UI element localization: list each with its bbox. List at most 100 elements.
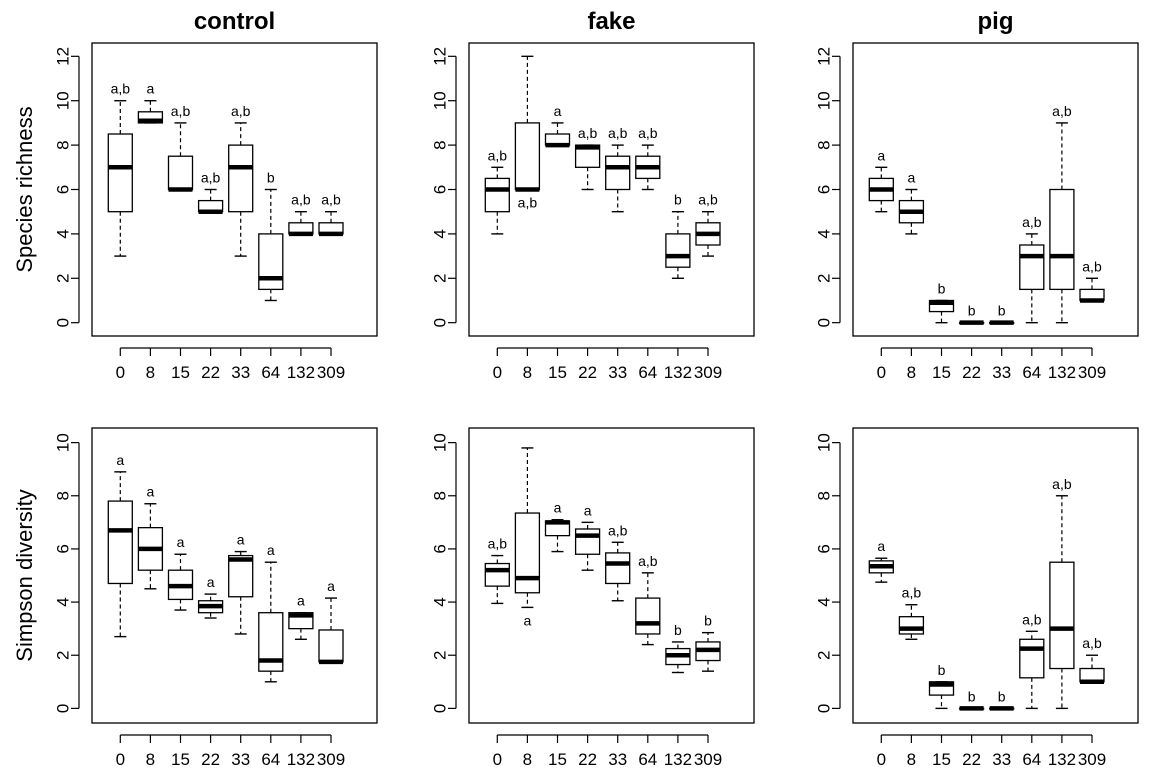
box: a (288, 593, 314, 640)
x-tick-label: 132 (287, 750, 315, 769)
y-tick-label: 0 (431, 704, 450, 713)
panel-fake-1: fake 0 2 4 6 8 10 12 0 8 15 22 33 64 132 309 a,b a,b a a,b a… (431, 8, 755, 382)
box-rect (107, 500, 133, 585)
x-tick-label: 8 (907, 750, 916, 769)
box: a (258, 542, 284, 683)
x-tick-label: 15 (548, 363, 567, 382)
significance-label: a,b (638, 125, 658, 141)
y-tick-label: 8 (431, 491, 450, 500)
y-tick-label: 12 (431, 47, 450, 66)
y-tick-label: 2 (54, 274, 73, 283)
significance-label: a,b (488, 536, 508, 552)
y-tick-label: 6 (431, 544, 450, 553)
x-tick-label: 22 (578, 363, 597, 382)
box: a (868, 147, 894, 213)
x-tick-label: 64 (638, 750, 657, 769)
x-tick-label: 0 (116, 363, 125, 382)
x-tick-label: 0 (493, 750, 502, 769)
y-tick-label: 2 (815, 274, 834, 283)
x-tick-label: 15 (548, 750, 567, 769)
box: b (258, 170, 284, 302)
box: a,b (197, 170, 224, 214)
box-rect (514, 512, 541, 594)
box: a (107, 452, 133, 638)
significance-label: a (207, 574, 215, 590)
y-tick-label: 4 (815, 229, 834, 238)
box-rect (605, 552, 631, 585)
x-tick-label: 8 (146, 363, 155, 382)
y-tick-label: 4 (431, 597, 450, 606)
significance-label: b (998, 303, 1006, 319)
panel-row1-1: 0 2 4 6 8 10 0 8 15 22 33 64 132 309 a,b a a a a,b a,b b b (431, 427, 755, 769)
x-tick-label: 64 (261, 363, 280, 382)
box: a,b (1019, 214, 1045, 324)
box: a,b (514, 55, 541, 211)
y-tick-label: 6 (431, 185, 450, 194)
box: a,b (167, 103, 194, 192)
y-tick-label: 0 (815, 318, 834, 327)
significance-label: a (297, 593, 305, 609)
x-tick-label: 309 (1078, 363, 1106, 382)
y-tick-label: 10 (54, 433, 73, 452)
significance-label: a,b (902, 585, 922, 601)
y-tick-label: 0 (431, 318, 450, 327)
y-tick-label: 0 (54, 704, 73, 713)
x-tick-label: 22 (578, 750, 597, 769)
x-tick-label: 132 (1048, 750, 1076, 769)
y-tick-label: 6 (815, 185, 834, 194)
y-tick-label: 4 (54, 229, 73, 238)
y-tick-label: 6 (54, 544, 73, 553)
x-tick-label: 132 (664, 750, 692, 769)
significance-label: a,b (638, 553, 658, 569)
x-tick-label: 64 (1022, 750, 1041, 769)
significance-label: a,b (1022, 611, 1042, 627)
significance-label: b (674, 192, 682, 208)
panel-row1-0: 0 2 4 6 8 10 0 8 15 22 33 64 132 309 a a a a a a a a (54, 427, 378, 769)
y-tick-label: 10 (431, 433, 450, 452)
significance-label: a,b (1052, 103, 1072, 119)
significance-label: a,b (1082, 635, 1102, 651)
significance-label: a (177, 534, 185, 550)
box: a (544, 103, 571, 148)
significance-label: a (327, 578, 335, 594)
box: a,b (1079, 258, 1105, 303)
significance-label: a (147, 81, 155, 97)
plot-frame (91, 427, 378, 724)
box: a,b (605, 522, 631, 602)
box: a,b (635, 553, 661, 646)
y-tick-label: 10 (431, 91, 450, 110)
box-rect (1049, 561, 1075, 670)
box: b (695, 613, 721, 672)
box: a,b (228, 103, 254, 257)
significance-label: a (237, 532, 245, 548)
y-tick-label: 10 (815, 91, 834, 110)
box: a,b (318, 192, 344, 237)
box-rect (514, 122, 541, 191)
x-tick-label: 132 (287, 363, 315, 382)
box: a (167, 534, 194, 611)
box-rect (1019, 244, 1045, 291)
box: b (958, 688, 985, 711)
x-tick-label: 8 (146, 750, 155, 769)
box: a (898, 170, 925, 235)
x-tick-label: 0 (877, 363, 886, 382)
y-tick-label: 8 (431, 140, 450, 149)
x-tick-label: 8 (907, 363, 916, 382)
significance-label: a,b (111, 81, 131, 97)
significance-label: a (877, 147, 885, 163)
panel-control-0: control 0 2 4 6 8 10 12 0 8 15 22 33 64 132 309 a,b a a,b a… (54, 8, 378, 382)
plot-frame (468, 427, 755, 724)
box-rect (484, 177, 510, 213)
y-tick-label: 10 (54, 91, 73, 110)
box: a (137, 81, 164, 124)
box: a,b (1049, 476, 1075, 710)
x-tick-label: 0 (116, 750, 125, 769)
box: a (574, 502, 601, 571)
box-rect (228, 144, 254, 213)
panel-title: fake (587, 8, 635, 35)
x-tick-label: 309 (694, 363, 722, 382)
x-tick-label: 22 (962, 750, 981, 769)
x-tick-label: 64 (1022, 363, 1041, 382)
x-tick-label: 33 (992, 750, 1011, 769)
